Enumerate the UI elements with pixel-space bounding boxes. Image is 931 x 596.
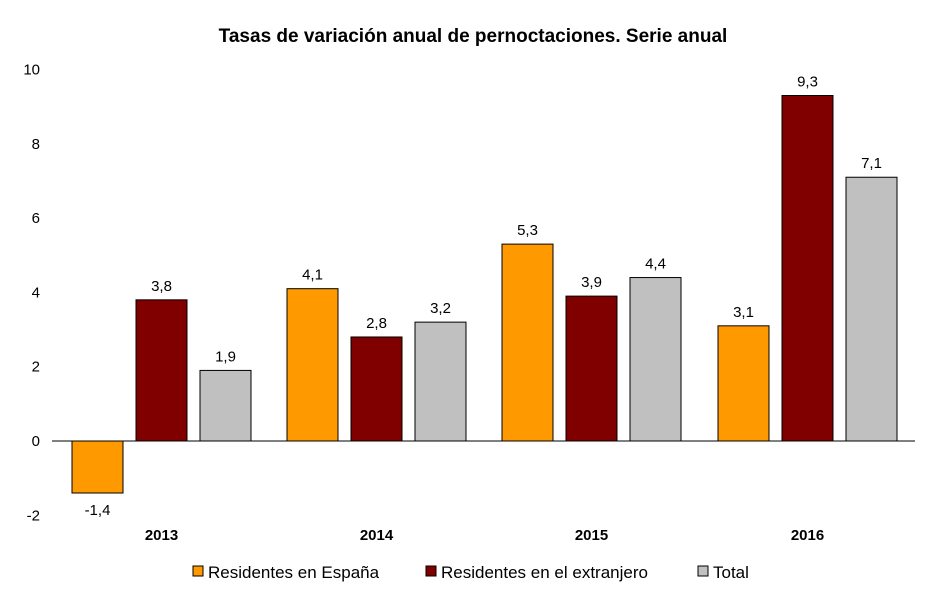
data-label: 2,8 [366,315,387,332]
legend: Residentes en España Residentes en el ext… [192,563,749,582]
x-tick-label: 2016 [791,527,824,544]
y-tick-label: 4 [32,284,40,301]
y-tick-label: 0 [32,433,40,450]
bar [414,321,467,442]
data-label: 3,1 [733,304,754,321]
bar [71,440,124,494]
bar [781,95,834,442]
bar [629,277,682,442]
data-label: 3,2 [430,300,451,317]
data-label: -1,4 [85,502,111,519]
legend-label: Residentes en el extranjero [441,563,648,582]
y-tick-label: 2 [32,359,40,376]
bar [350,336,403,442]
y-tick-label: 8 [32,136,40,153]
data-label: 9,3 [797,74,818,91]
legend-swatch [697,565,709,577]
y-tick-label: 10 [23,62,40,79]
bar [717,325,770,442]
legend-label: Total [713,563,749,582]
legend-swatch [192,565,204,577]
bar [286,288,339,442]
data-label: 3,8 [151,278,172,295]
legend-label: Residentes en España [208,563,380,582]
bar [565,295,618,442]
x-tick-label: 2013 [145,527,178,544]
bar [501,243,554,442]
chart-title: Tasas de variación anual de pernoctacion… [219,26,728,47]
y-tick-label: -2 [27,507,40,524]
bar [845,176,898,442]
plot-area: -2 0 2 4 6 8 10 -1,4 4,1 5,3 3,1 3,8 2,8 3,9 9,3 1,9 3,2… [23,62,915,544]
data-label: 3,9 [581,274,602,291]
bar [135,299,188,442]
data-label: 7,1 [861,155,882,172]
y-tick-label: 6 [32,210,40,227]
data-label: 1,9 [215,348,236,365]
x-tick-label: 2015 [575,527,608,544]
data-label: 5,3 [517,222,538,239]
legend-swatch [425,565,437,577]
x-tick-label: 2014 [360,527,394,544]
data-label: 4,4 [645,256,666,273]
data-label: 4,1 [302,267,323,284]
bar [199,369,252,442]
